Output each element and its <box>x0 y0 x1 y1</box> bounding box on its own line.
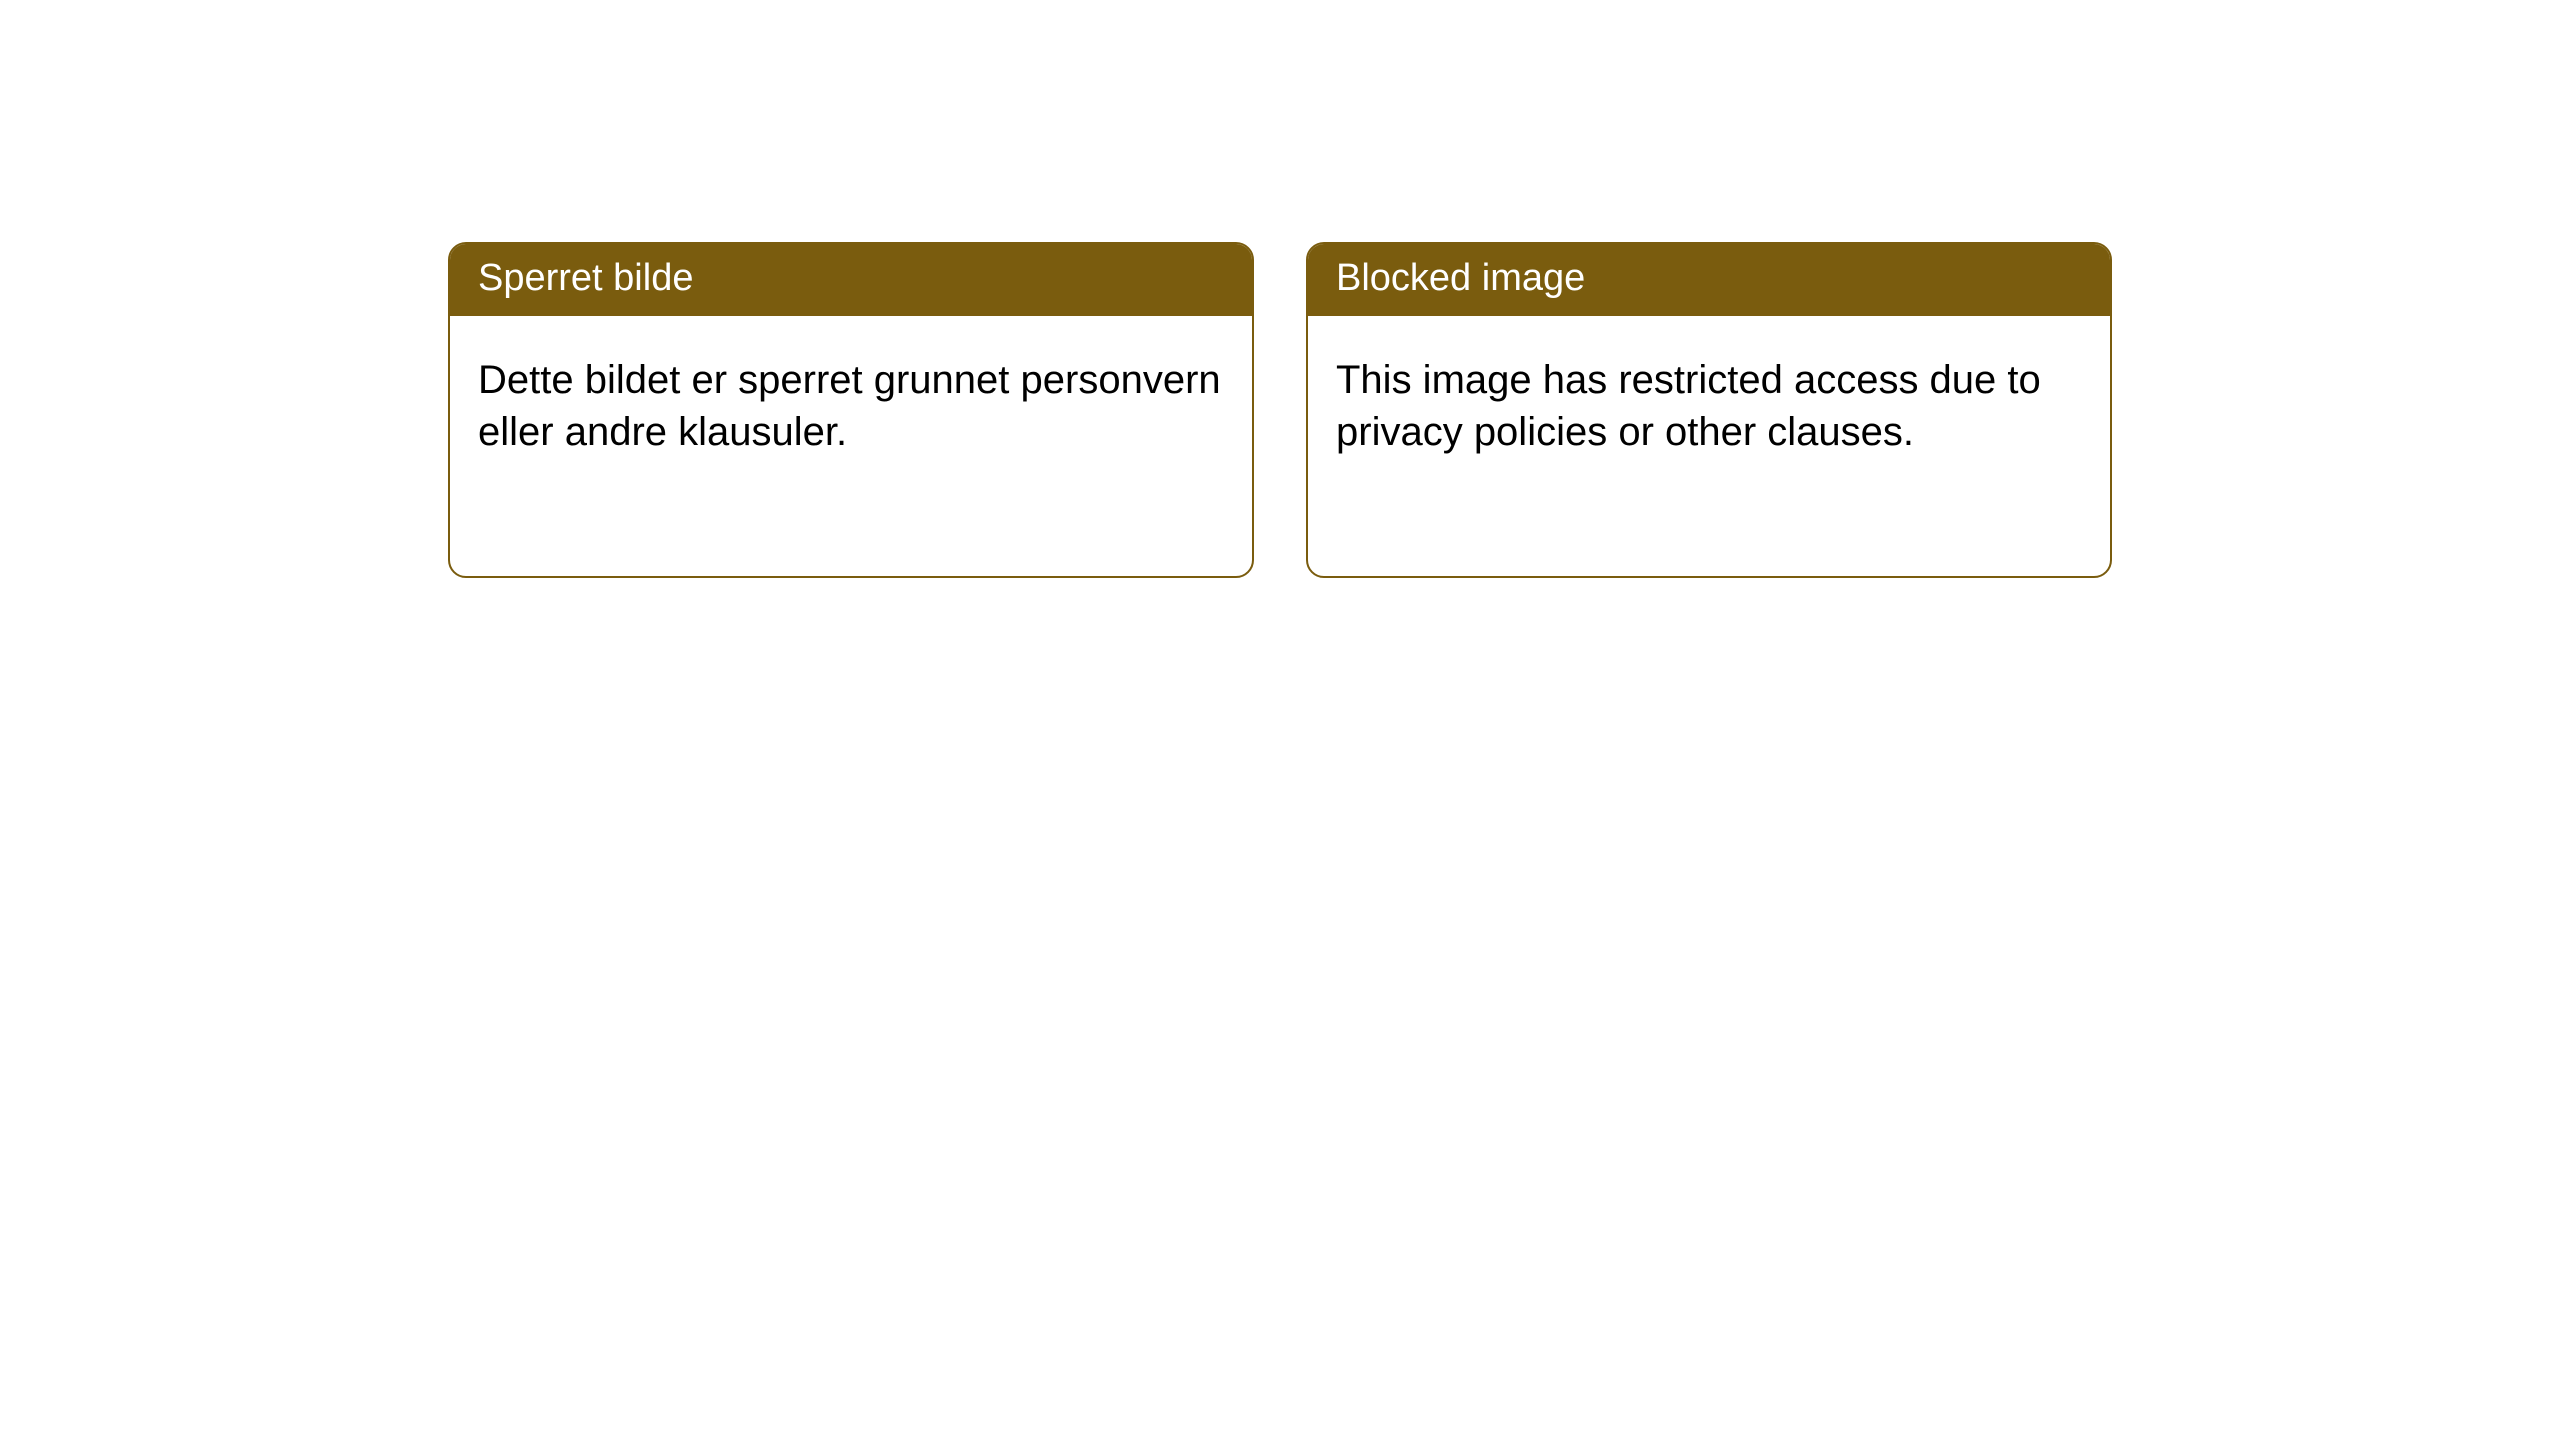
notice-container: Sperret bilde Dette bildet er sperret gr… <box>0 0 2560 578</box>
notice-header-norwegian: Sperret bilde <box>450 244 1252 316</box>
notice-card-norwegian: Sperret bilde Dette bildet er sperret gr… <box>448 242 1254 578</box>
notice-header-english: Blocked image <box>1308 244 2110 316</box>
notice-card-english: Blocked image This image has restricted … <box>1306 242 2112 578</box>
notice-body-norwegian: Dette bildet er sperret grunnet personve… <box>450 316 1252 488</box>
notice-body-english: This image has restricted access due to … <box>1308 316 2110 488</box>
